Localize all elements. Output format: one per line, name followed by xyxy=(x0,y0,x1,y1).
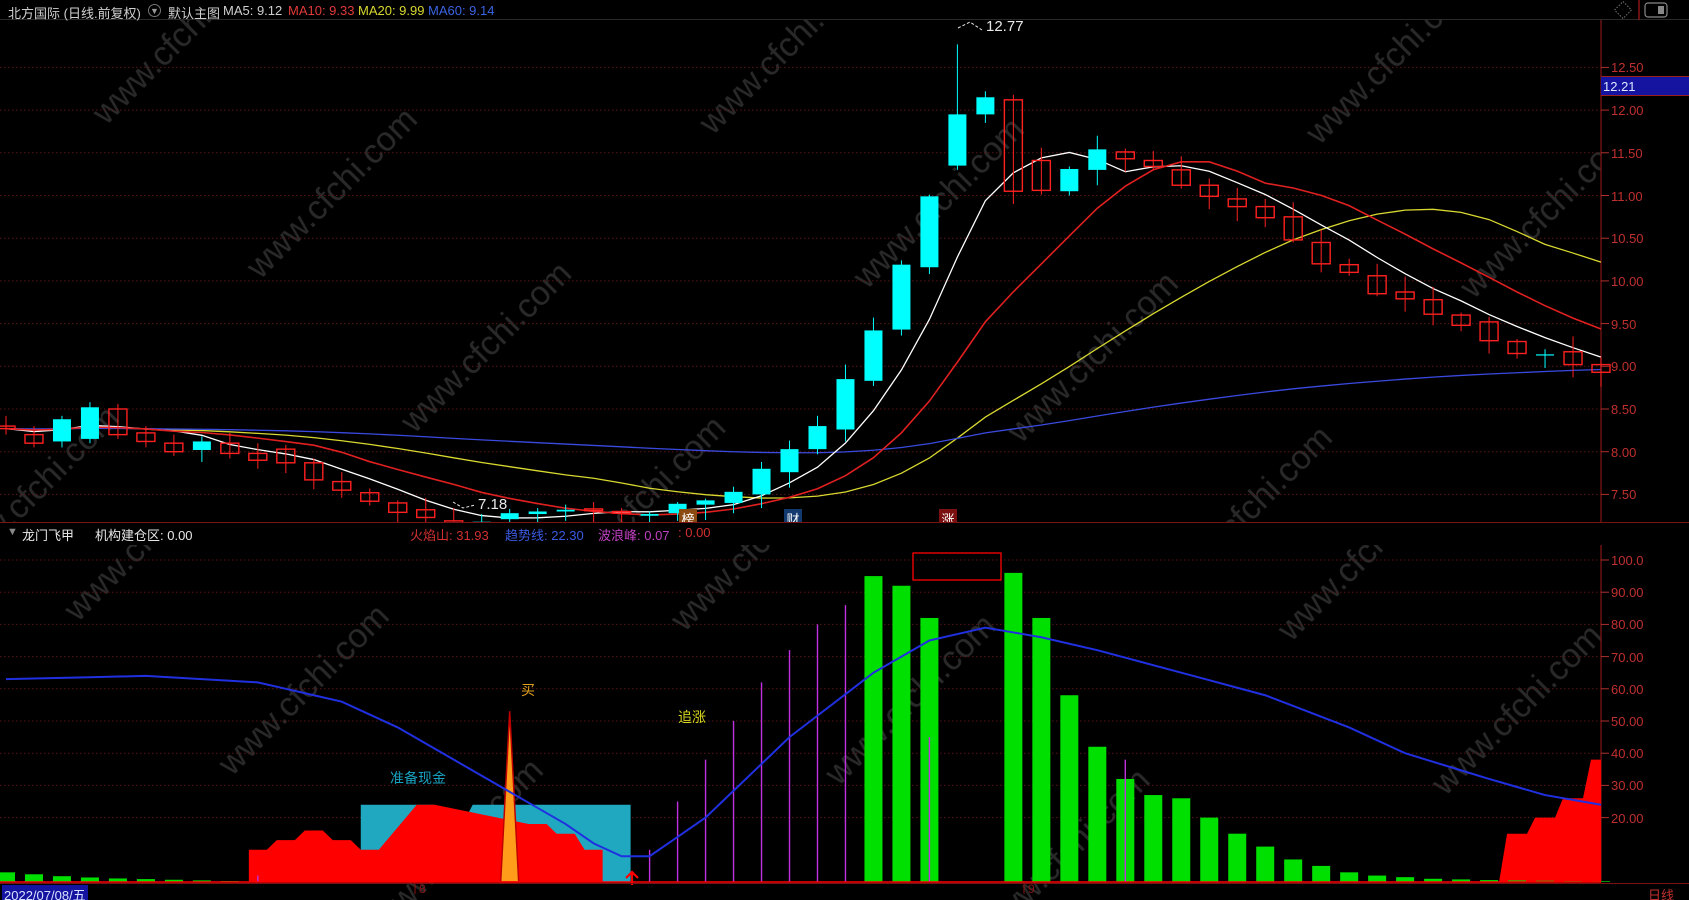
svg-text:榜: 榜 xyxy=(681,512,694,522)
svg-text:财: 财 xyxy=(786,512,799,522)
svg-text:涨: 涨 xyxy=(941,512,954,522)
